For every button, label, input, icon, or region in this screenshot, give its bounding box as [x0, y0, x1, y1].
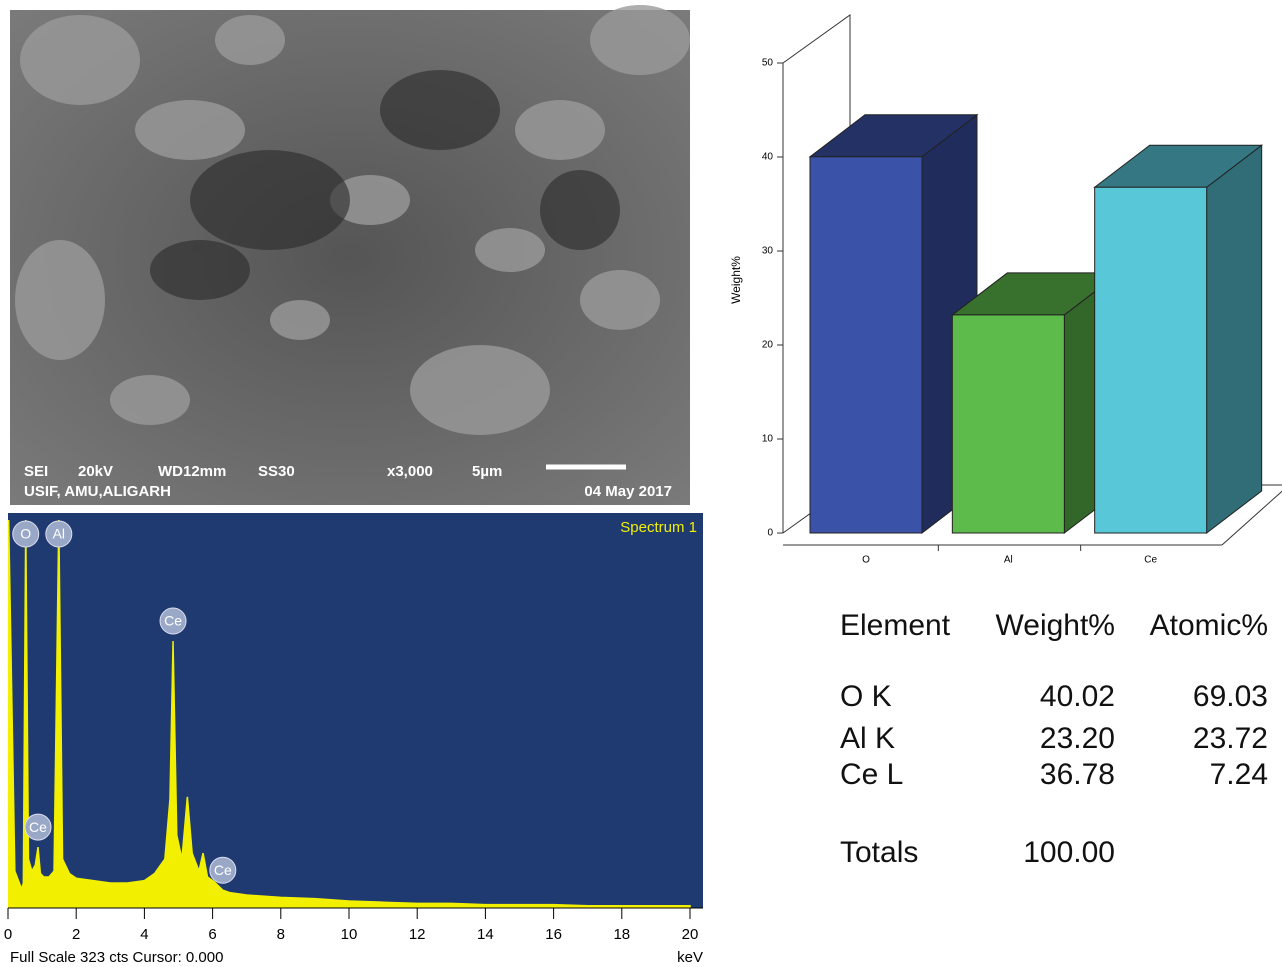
bar-chart: 0 10 20 30 40 50 Weight% O Al Ce	[729, 15, 1282, 566]
sem-label: 20kV	[78, 463, 113, 480]
sem-label: x3,000	[387, 463, 433, 480]
sem-date: 04 May 2017	[584, 483, 672, 500]
figure: SEI 20kV WD12mm SS30 x3,000 5µm USIF, AM…	[0, 0, 1282, 967]
x-tick-label: 8	[277, 926, 285, 943]
x-tick-label: 4	[140, 926, 148, 943]
x-tick-label: 18	[613, 926, 630, 943]
y-tick-label: 40	[762, 152, 774, 163]
peak-label: Ce	[164, 613, 182, 629]
x-tick-label: 12	[409, 926, 426, 943]
peak-label: Al	[53, 526, 65, 542]
sem-label: 5µm	[472, 463, 502, 480]
x-tick-label: 20	[682, 926, 699, 943]
table-cell: 40.02	[1040, 680, 1115, 713]
sem-institution: USIF, AMU,ALIGARH	[24, 483, 171, 500]
spectrum-panel: Spectrum 1 0 2 4 6 8 10 12 14 16 18 20 keV Full Scale…	[4, 513, 703, 966]
peak-label: Ce	[214, 862, 232, 878]
spectrum-title: Spectrum 1	[620, 519, 697, 536]
bar	[810, 157, 922, 533]
sem-label: SEI	[24, 463, 48, 480]
peak-label: O	[20, 526, 31, 542]
spectrum-footer: Full Scale 323 cts Cursor: 0.000	[10, 949, 223, 966]
y-tick-label: 30	[762, 246, 774, 257]
table-header: Weight%	[995, 609, 1115, 642]
table-cell: 69.03	[1193, 680, 1268, 713]
table-cell: 23.20	[1040, 722, 1115, 755]
sem-image: SEI 20kV WD12mm SS30 x3,000 5µm USIF, AM…	[10, 5, 690, 505]
table-cell: O K	[840, 680, 892, 713]
table-cell: 36.78	[1040, 758, 1115, 791]
table: Element Weight% Atomic% O K 40.02 69.03 …	[840, 609, 1268, 869]
x-tick-label: Ce	[1144, 555, 1157, 566]
table-cell: 23.72	[1193, 722, 1268, 755]
x-tick-label: O	[862, 555, 870, 566]
peak-label: Ce	[29, 819, 47, 835]
bar	[1095, 187, 1207, 533]
x-tick-label: 6	[208, 926, 216, 943]
y-axis-label: Weight%	[729, 256, 743, 304]
x-tick-label: 2	[72, 926, 80, 943]
table-total: 100.00	[1023, 836, 1115, 869]
table-cell: Al K	[840, 722, 895, 755]
sem-label: SS30	[258, 463, 295, 480]
table-header: Element	[840, 609, 951, 642]
spectrum-background	[8, 513, 703, 908]
sem-label: WD12mm	[158, 463, 226, 480]
table-header: Atomic%	[1150, 609, 1268, 642]
table-cell: Ce L	[840, 758, 903, 791]
x-tick-label: 16	[545, 926, 562, 943]
table-total-label: Totals	[840, 836, 918, 869]
x-tick-label: Al	[1004, 555, 1013, 566]
y-tick-label: 50	[762, 58, 774, 69]
bar	[952, 315, 1064, 533]
x-tick-label: 14	[477, 926, 494, 943]
bar-side	[1207, 145, 1262, 533]
y-tick-label: 0	[767, 528, 773, 539]
y-tick-label: 10	[762, 434, 774, 445]
table-cell: 7.24	[1210, 758, 1268, 791]
y-tick-label: 20	[762, 340, 774, 351]
x-axis-label: keV	[677, 949, 703, 966]
x-tick-label: 10	[341, 926, 358, 943]
x-tick-label: 0	[4, 926, 12, 943]
